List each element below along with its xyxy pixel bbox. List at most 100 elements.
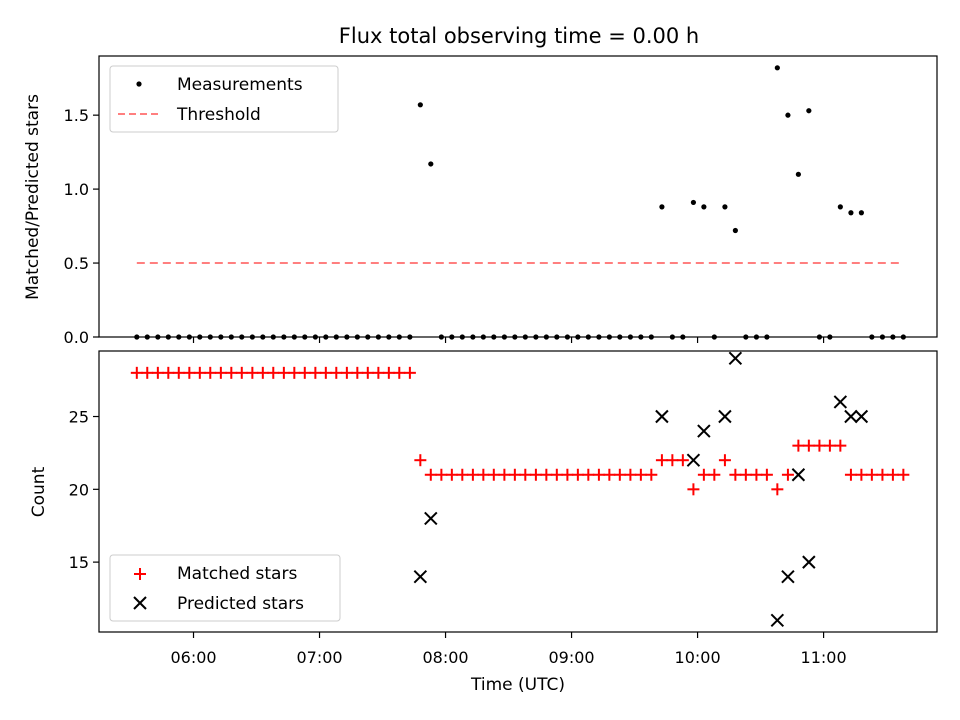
predicted-star-point	[844, 409, 858, 424]
measurement-point	[848, 210, 854, 216]
measurement-point	[606, 334, 612, 340]
predicted-star-point	[791, 468, 806, 482]
matched-star-point	[487, 468, 500, 481]
matched-star-point	[781, 468, 794, 481]
matched-star-point	[802, 439, 815, 452]
legend-marker-plus-icon	[134, 568, 146, 580]
x-tick-label: 06:00	[170, 648, 216, 667]
y-tick-label: 0.5	[64, 254, 89, 273]
predicted-star-point	[686, 453, 701, 467]
matched-star-point	[498, 468, 511, 481]
matched-star-point	[823, 439, 836, 452]
measurement-point	[249, 334, 255, 340]
measurement-point	[459, 334, 465, 340]
matched-star-point	[172, 366, 185, 379]
matched-star-point	[571, 468, 584, 481]
panel-bottom-frame	[98, 350, 938, 633]
measurement-point	[827, 334, 833, 340]
matched-star-point	[613, 468, 626, 481]
measurement-point	[302, 334, 308, 340]
panel-bottom-legend: Matched stars Predicted stars	[109, 554, 341, 622]
measurement-point	[144, 334, 150, 340]
y-tick-label: 20	[69, 480, 89, 499]
matched-star-point	[855, 468, 868, 481]
panel-top-marks	[134, 65, 906, 340]
measurement-point	[239, 334, 245, 340]
measurement-point	[533, 334, 539, 340]
panel-bottom-y-ticks: 15 20 25	[69, 408, 99, 572]
measurement-point	[291, 334, 297, 340]
y-tick-label: 1.5	[64, 106, 89, 125]
measurement-point	[659, 204, 665, 210]
measurement-point	[890, 334, 896, 340]
measurement-point	[270, 334, 276, 340]
matched-star-point	[897, 468, 910, 481]
matched-star-point	[382, 366, 395, 379]
legend-frame	[109, 554, 341, 622]
measurement-point	[365, 334, 371, 340]
measurement-point	[480, 334, 486, 340]
matched-star-point	[361, 366, 374, 379]
matched-star-point	[309, 366, 322, 379]
panel-bottom-x-ticks: 06:00 07:00 08:00 09:00 10:00 11:00	[170, 632, 847, 667]
measurement-point	[491, 334, 497, 340]
matched-star-point	[750, 468, 763, 481]
matched-star-point	[445, 468, 458, 481]
measurement-point	[512, 334, 518, 340]
panel-top-y-ticks: 0.0 0.5 1.0 1.5	[64, 106, 99, 347]
measurement-point	[638, 334, 644, 340]
measurement-point	[774, 65, 780, 71]
matched-star-point	[561, 468, 574, 481]
matched-star-point	[204, 366, 217, 379]
measurement-point	[344, 334, 350, 340]
matched-star-point	[340, 366, 353, 379]
matched-star-point	[834, 439, 847, 452]
matched-star-point	[267, 366, 280, 379]
matched-star-point	[697, 468, 710, 481]
measurement-point	[438, 334, 444, 340]
measurement-point	[837, 204, 843, 210]
matched-star-point	[792, 439, 805, 452]
y-tick-label: 1.0	[64, 180, 89, 199]
measurement-point	[197, 334, 203, 340]
measurement-point	[575, 334, 581, 340]
matched-star-point	[655, 454, 668, 467]
legend-label-measurements: Measurements	[177, 75, 303, 95]
measurement-point	[176, 334, 182, 340]
matched-star-point	[151, 366, 164, 379]
matched-star-point	[729, 468, 742, 481]
y-tick-label: 15	[69, 553, 89, 572]
matched-star-point	[666, 454, 679, 467]
measurement-point	[785, 112, 791, 118]
matched-star-point	[844, 468, 857, 481]
matched-star-point	[708, 468, 721, 481]
matched-star-point	[886, 468, 899, 481]
matched-star-point	[141, 366, 154, 379]
matched-star-point	[393, 366, 406, 379]
measurement-point	[900, 334, 906, 340]
measurement-point	[428, 161, 434, 167]
measurement-point	[858, 210, 864, 216]
matched-star-point	[865, 468, 878, 481]
matched-star-point	[214, 366, 227, 379]
predicted-star-point	[718, 409, 732, 424]
matched-star-point	[771, 483, 784, 496]
y-tick-label: 25	[69, 408, 89, 427]
matched-star-point	[508, 468, 521, 481]
measurement-point	[501, 334, 507, 340]
measurement-point	[375, 334, 381, 340]
x-tick-label: 09:00	[549, 648, 595, 667]
matched-star-point	[687, 483, 700, 496]
panel-ratio: 0.0 0.5 1.0 1.5 Matched/Predicted stars Mea…	[23, 55, 938, 347]
measurement-point	[396, 334, 402, 340]
legend-label-threshold: Threshold	[176, 105, 261, 125]
measurement-point	[732, 227, 738, 234]
measurement-point	[764, 334, 770, 340]
measurement-point	[134, 334, 140, 340]
predicted-star-point	[697, 424, 711, 438]
measurement-point	[323, 334, 329, 340]
matched-star-point	[477, 468, 490, 481]
measurement-point	[806, 108, 812, 114]
matched-star-point	[582, 468, 595, 481]
x-tick-label: 07:00	[296, 648, 342, 667]
